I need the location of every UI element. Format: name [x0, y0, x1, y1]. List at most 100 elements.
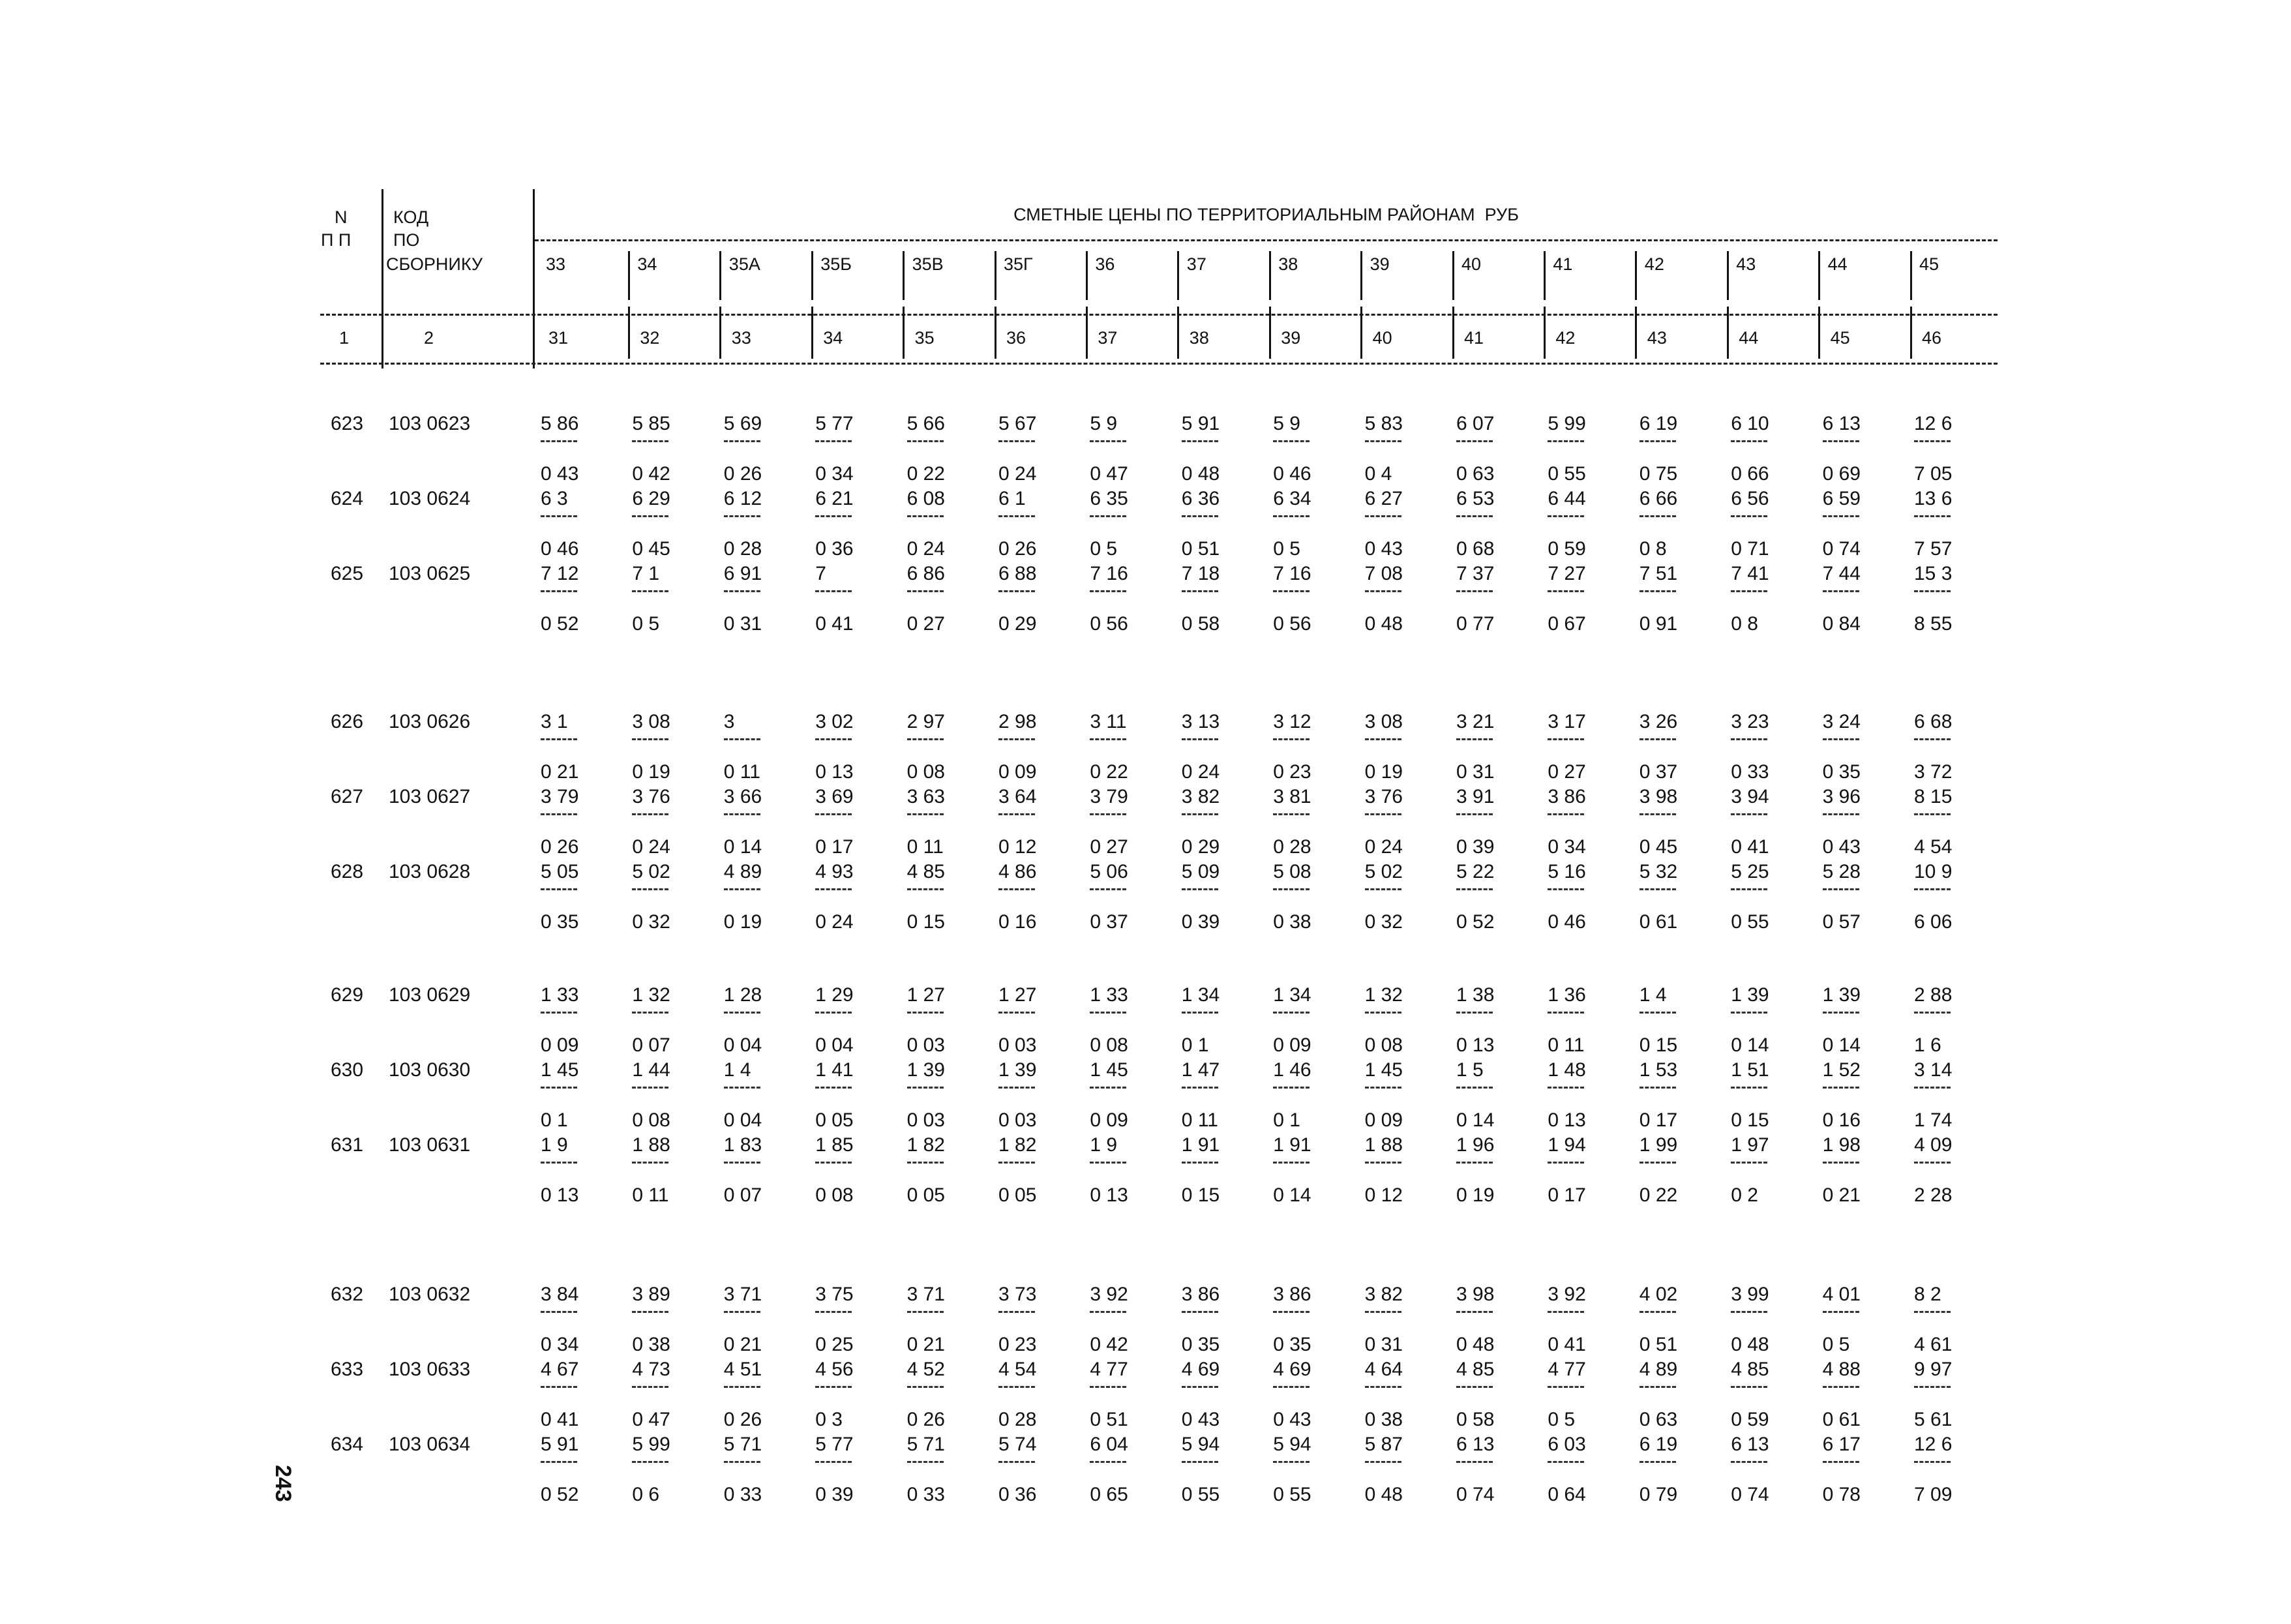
price-value: 1 33 [541, 984, 579, 1006]
fraction-dash [998, 1311, 1035, 1313]
price-value: 3 11 [1090, 711, 1127, 732]
secondary-value: 0 26 [723, 463, 762, 485]
fraction-dash [632, 440, 669, 442]
header-num-1: 1 [339, 328, 350, 348]
item-code: 103 0628 [389, 861, 471, 882]
secondary-value: 0 19 [632, 761, 670, 783]
fraction-dash [541, 1162, 577, 1164]
secondary-value: 0 74 [1822, 538, 1861, 560]
fraction-dash [815, 738, 852, 740]
item-code: 103 0624 [389, 488, 471, 509]
fraction-dash [1090, 888, 1127, 890]
price-value: 3 84 [541, 1284, 579, 1305]
secondary-value: 0 91 [1639, 613, 1678, 635]
secondary-value: 0 24 [1364, 836, 1403, 858]
fraction-dash [1181, 515, 1218, 517]
item-code: 103 0634 [389, 1434, 471, 1455]
secondary-value: 0 38 [632, 1334, 670, 1355]
secondary-value: 0 5 [1548, 1409, 1576, 1430]
secondary-value: 0 21 [723, 1334, 762, 1355]
secondary-value: 0 52 [1456, 911, 1495, 933]
header-col-separator [1086, 251, 1088, 300]
fraction-dash [1090, 1012, 1127, 1014]
secondary-value: 1 74 [1914, 1109, 1953, 1131]
price-value: 1 48 [1548, 1059, 1586, 1081]
price-value: 3 86 [1273, 1284, 1311, 1305]
price-value: 3 26 [1639, 711, 1678, 732]
price-value: 4 77 [1090, 1359, 1128, 1380]
price-value: 5 85 [632, 413, 670, 434]
price-value: 6 86 [906, 563, 945, 584]
secondary-value: 0 03 [998, 1109, 1037, 1131]
fraction-dash [1364, 440, 1401, 442]
price-value: 2 88 [1914, 984, 1953, 1006]
price-value: 1 98 [1822, 1134, 1861, 1156]
fraction-dash [1731, 738, 1768, 740]
price-value: 1 52 [1822, 1059, 1861, 1081]
secondary-value: 0 43 [1364, 538, 1403, 560]
price-value: 5 32 [1639, 861, 1678, 882]
header-col-number: 36 [1006, 328, 1026, 348]
secondary-value: 0 5 [1273, 538, 1300, 560]
secondary-value: 0 39 [1181, 911, 1220, 933]
fraction-dash [1548, 590, 1585, 592]
secondary-value: 0 51 [1181, 538, 1220, 560]
price-value: 5 71 [906, 1434, 945, 1455]
secondary-value: 0 48 [1731, 1334, 1769, 1355]
secondary-value: 0 11 [906, 836, 944, 858]
fraction-dash [998, 1386, 1035, 1388]
price-value: 4 85 [1456, 1359, 1495, 1380]
secondary-value: 0 42 [1090, 1334, 1128, 1355]
fraction-dash [1914, 440, 1951, 442]
secondary-value: 8 55 [1914, 613, 1953, 635]
price-value: 3 1 [541, 711, 568, 732]
page-number: 243 [270, 1465, 295, 1502]
item-code: 103 0623 [389, 413, 471, 434]
price-value: 3 98 [1456, 1284, 1495, 1305]
fraction-dash [723, 1012, 760, 1014]
secondary-value: 0 24 [998, 463, 1037, 485]
secondary-value: 1 6 [1914, 1034, 1941, 1056]
price-value: 1 32 [632, 984, 670, 1006]
fraction-dash [1731, 813, 1768, 815]
secondary-value: 0 55 [1731, 911, 1769, 933]
secondary-value: 0 46 [1548, 911, 1586, 933]
secondary-value: 0 58 [1181, 613, 1220, 635]
secondary-value: 0 39 [1456, 836, 1495, 858]
secondary-value: 0 35 [1273, 1334, 1311, 1355]
price-value: 4 86 [998, 861, 1037, 882]
fraction-dash [723, 1162, 760, 1164]
header-region: 36 [1095, 254, 1115, 274]
header-col-number: 43 [1647, 328, 1667, 348]
price-value: 1 82 [906, 1134, 945, 1156]
price-value: 6 68 [1914, 711, 1953, 732]
price-value: 3 71 [723, 1284, 762, 1305]
fraction-dash [1273, 1162, 1310, 1164]
fraction-dash [1914, 1162, 1951, 1164]
fraction-dash [1639, 1087, 1676, 1089]
price-value: 5 9 [1273, 413, 1300, 434]
item-number: 628 [331, 861, 364, 882]
secondary-value: 4 54 [1914, 836, 1953, 858]
secondary-value: 0 37 [1090, 911, 1128, 933]
header-col-separator [903, 251, 905, 300]
fraction-dash [998, 1162, 1035, 1164]
price-value: 1 45 [541, 1059, 579, 1081]
fraction-dash [1639, 515, 1676, 517]
fraction-dash [1822, 1386, 1859, 1388]
fraction-dash [1090, 1461, 1127, 1463]
secondary-value: 0 11 [632, 1184, 669, 1206]
fraction-dash [1731, 515, 1768, 517]
price-value: 12 6 [1914, 1434, 1953, 1455]
header-rule [320, 363, 1998, 365]
fraction-dash [1364, 1461, 1401, 1463]
header-code-2: ПО [393, 230, 420, 250]
price-value: 3 73 [998, 1284, 1037, 1305]
fraction-dash [1456, 1461, 1493, 1463]
fraction-dash [1731, 888, 1768, 890]
secondary-value: 2 28 [1914, 1184, 1953, 1206]
secondary-value: 0 5 [1090, 538, 1118, 560]
price-value: 6 19 [1639, 413, 1678, 434]
price-value: 2 98 [998, 711, 1037, 732]
fraction-dash [906, 888, 944, 890]
